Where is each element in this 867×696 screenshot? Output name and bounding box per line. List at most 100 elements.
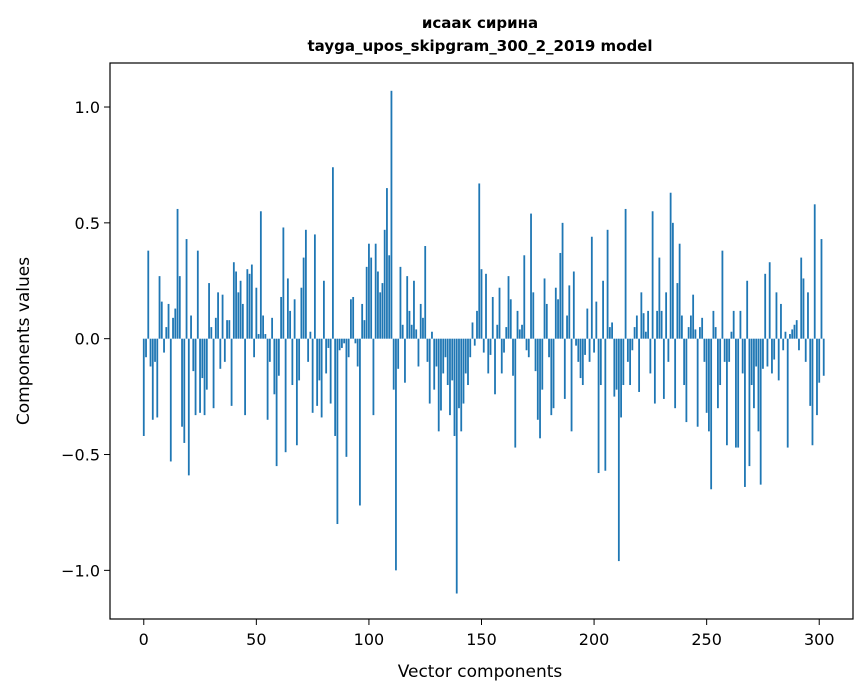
bar-274 xyxy=(759,338,762,485)
bar-266 xyxy=(741,338,744,374)
bar-198 xyxy=(588,338,591,362)
x-axis-ticks: 0 50 100 150 200 250 300 xyxy=(139,619,835,649)
bar-167 xyxy=(518,329,521,339)
bar-258 xyxy=(723,338,726,362)
bar-220 xyxy=(638,338,641,392)
bar-117 xyxy=(406,276,409,339)
bar-3 xyxy=(149,338,152,367)
bar-299 xyxy=(816,338,818,416)
bar-267 xyxy=(744,338,746,487)
bar-233 xyxy=(667,338,670,362)
bar-121 xyxy=(415,329,418,339)
bar-36 xyxy=(223,338,226,362)
bar-4 xyxy=(151,338,154,420)
bar-88 xyxy=(341,338,343,348)
bar-135 xyxy=(446,338,449,386)
bar-141 xyxy=(460,338,463,432)
y-axis-label: Components values xyxy=(14,257,34,425)
bar-273 xyxy=(757,338,760,432)
bar-199 xyxy=(590,236,593,339)
bar-287 xyxy=(789,334,791,339)
bar-21 xyxy=(190,315,192,339)
bar-239 xyxy=(680,315,683,339)
bar-138 xyxy=(453,338,456,436)
bar-205 xyxy=(604,338,607,471)
y-tick-label: 0.5 xyxy=(75,214,100,233)
bar-14 xyxy=(174,308,177,339)
bar-270 xyxy=(750,338,753,386)
bar-104 xyxy=(377,271,379,339)
bar-208 xyxy=(611,322,613,339)
bar-302 xyxy=(822,338,825,376)
bar-60 xyxy=(277,338,280,376)
chart-subtitle: tayga_upos_skipgram_300_2_2019 model xyxy=(308,37,653,55)
x-tick-label: 300 xyxy=(804,630,835,649)
bar-1 xyxy=(145,338,147,358)
bar-203 xyxy=(599,338,602,386)
bar-134 xyxy=(444,338,447,358)
bar-221 xyxy=(640,292,643,339)
bar-71 xyxy=(302,257,305,339)
bar-58 xyxy=(273,338,276,395)
bar-50 xyxy=(255,287,258,339)
bar-292 xyxy=(800,257,803,339)
bar-44 xyxy=(241,303,244,339)
bar-173 xyxy=(532,292,535,339)
bar-59 xyxy=(275,338,278,467)
bar-235 xyxy=(671,222,674,339)
bar-176 xyxy=(539,338,541,439)
bar-197 xyxy=(586,308,589,339)
bar-150 xyxy=(480,269,483,339)
bar-210 xyxy=(615,338,618,390)
bar-96 xyxy=(359,338,361,506)
bar-188 xyxy=(566,315,568,339)
bar-201 xyxy=(595,301,598,339)
bar-196 xyxy=(584,338,586,355)
bar-280 xyxy=(773,338,776,360)
bar-38 xyxy=(228,320,231,339)
bar-170 xyxy=(525,338,528,351)
bar-148 xyxy=(476,310,478,339)
bar-126 xyxy=(426,338,429,362)
bar-145 xyxy=(469,338,472,358)
x-tick-label: 250 xyxy=(691,630,722,649)
bar-288 xyxy=(791,329,794,339)
bar-86 xyxy=(336,338,339,525)
bar-15 xyxy=(176,208,179,339)
bar-261 xyxy=(730,331,733,339)
bar-225 xyxy=(649,338,652,374)
bar-9 xyxy=(163,338,165,353)
bar-166 xyxy=(516,310,519,339)
bar-74 xyxy=(309,331,312,339)
bar-39 xyxy=(230,338,233,406)
bar-194 xyxy=(579,338,582,379)
bar-275 xyxy=(762,338,764,369)
bar-81 xyxy=(325,338,328,374)
bar-276 xyxy=(764,273,767,339)
bar-289 xyxy=(793,324,796,339)
bar-238 xyxy=(678,243,681,339)
bar-24 xyxy=(196,250,199,339)
bar-61 xyxy=(280,296,283,339)
bar-17 xyxy=(181,338,183,427)
bar-278 xyxy=(768,262,771,339)
bar-219 xyxy=(635,315,638,339)
bar-65 xyxy=(289,310,292,339)
bar-142 xyxy=(462,338,465,404)
bar-162 xyxy=(507,276,510,339)
bar-90 xyxy=(345,338,348,457)
bar-34 xyxy=(219,338,222,369)
bar-66 xyxy=(291,338,294,386)
bar-272 xyxy=(755,338,758,367)
bar-79 xyxy=(320,338,323,418)
x-tick-label: 200 xyxy=(579,630,610,649)
bar-68 xyxy=(295,338,298,446)
bar-156 xyxy=(494,338,496,395)
bar-2 xyxy=(147,250,150,339)
bar-209 xyxy=(613,338,616,397)
bar-207 xyxy=(608,327,611,339)
bar-256 xyxy=(719,338,722,386)
bar-52 xyxy=(259,211,262,339)
bar-5 xyxy=(154,338,156,362)
bar-105 xyxy=(379,292,382,339)
